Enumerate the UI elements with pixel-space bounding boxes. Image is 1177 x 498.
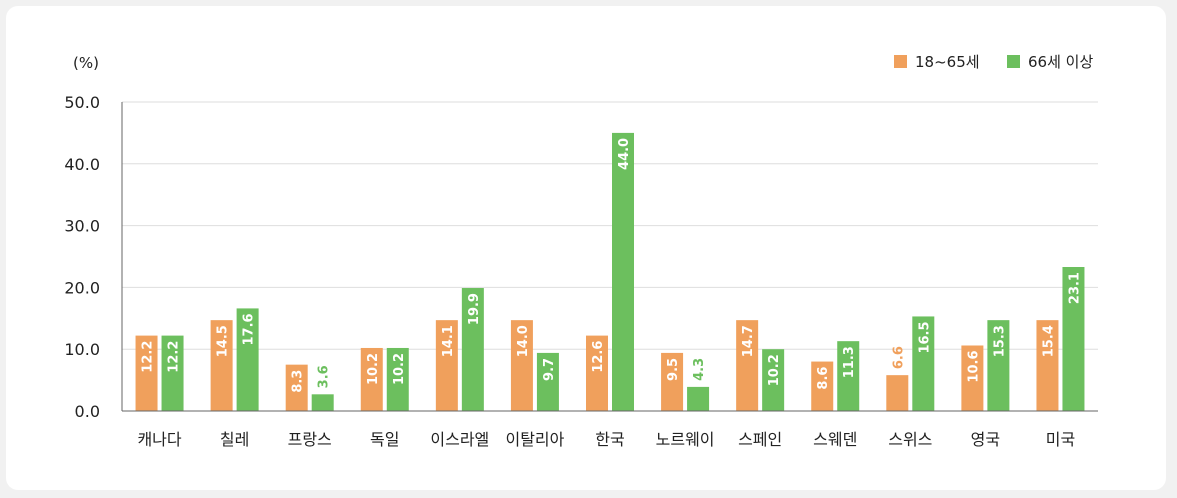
bar-66-plus (762, 349, 785, 411)
legend-swatch-18-65 (894, 55, 907, 68)
bar-66-plus (837, 341, 860, 411)
bar-18-65 (210, 320, 233, 411)
data-label: 12.6 (591, 341, 606, 373)
y-tick-label: 0.0 (75, 402, 100, 421)
data-label: 8.3 (291, 370, 306, 393)
bars: 12.2 12.2 14.5 17.6 8.3 3.6 10.2 10.2 14.1 19.9 14… (135, 132, 1085, 411)
bar-18-65 (285, 364, 308, 411)
data-label: 16.5 (917, 321, 932, 353)
x-tick-label: 프랑스 (288, 430, 332, 449)
data-label: 14.5 (216, 325, 231, 357)
y-tick-label: 50.0 (64, 93, 100, 112)
data-label: 19.9 (467, 293, 482, 325)
y-tick-label: 20.0 (64, 278, 100, 297)
x-tick-label: 스위스 (888, 430, 932, 449)
x-tick-label: 미국 (1046, 430, 1075, 449)
bar-18-65 (961, 345, 984, 411)
bar-66-plus (536, 352, 559, 411)
data-label: 12.2 (167, 341, 182, 373)
data-label: 44.0 (617, 138, 632, 170)
x-tick-label: 캐나다 (137, 430, 181, 449)
legend-swatch-66-plus (1007, 55, 1020, 68)
data-label: 23.1 (1067, 272, 1082, 304)
data-label: 10.6 (966, 350, 981, 382)
data-label: 10.2 (392, 353, 407, 385)
bar-18-65 (586, 335, 608, 411)
bar-18-65 (1036, 320, 1059, 411)
data-label: 11.3 (842, 346, 857, 378)
bar-66-plus (161, 335, 184, 411)
bar-66-plus (1062, 267, 1085, 411)
x-tick-label: 한국 (595, 430, 624, 449)
legend-label-66-plus: 66세 이상 (1028, 53, 1093, 71)
bar-18-65 (736, 320, 759, 411)
bar-66-plus (461, 288, 484, 411)
data-label: 15.4 (1041, 325, 1056, 357)
x-tick-label: 스페인 (738, 430, 782, 449)
y-axis-ticks: 0.0 10.0 20.0 30.0 40.0 50.0 (64, 93, 100, 421)
bar-66-plus (912, 316, 935, 411)
x-tick-label: 스웨덴 (813, 430, 857, 449)
x-tick-label: 영국 (971, 430, 1000, 449)
y-axis-unit-label: (%) (73, 54, 99, 72)
data-label: 10.2 (767, 354, 782, 386)
data-label: 14.7 (741, 325, 756, 357)
x-tick-label: 칠레 (220, 430, 249, 449)
data-label: 9.5 (666, 358, 681, 381)
x-tick-label: 이스라엘 (430, 430, 489, 449)
y-tick-label: 40.0 (64, 155, 100, 174)
x-axis-ticks: 캐나다 칠레 프랑스 독일 이스라엘 이탈리아 한국 노르웨이 스페인 스웨덴 스위스 영국 미국 (137, 430, 1075, 449)
y-tick-label: 10.0 (64, 340, 100, 359)
data-label: 4.3 (692, 358, 707, 381)
bar-18-65 (811, 361, 834, 411)
data-label: 3.6 (317, 365, 332, 388)
legend-label-18-65: 18~65세 (915, 53, 980, 71)
data-label: 9.7 (542, 358, 557, 381)
y-tick-label: 30.0 (64, 217, 100, 236)
bar-18-65 (661, 352, 684, 411)
x-tick-label: 독일 (370, 430, 399, 449)
data-label: 8.6 (816, 367, 831, 390)
bar-18-65 (435, 320, 458, 411)
bar-66-plus (687, 386, 710, 411)
data-label: 15.3 (992, 325, 1007, 357)
data-label: 6.6 (891, 346, 906, 369)
legend: 18~65세 66세 이상 (894, 53, 1093, 71)
bar-18-65 (360, 347, 383, 411)
bar-18-65 (886, 375, 909, 411)
data-label: 14.0 (516, 325, 531, 357)
data-label: 10.2 (366, 353, 381, 385)
bar-66-plus (236, 308, 259, 411)
data-label: 12.2 (141, 341, 156, 373)
bar-66-plus (311, 394, 334, 411)
gridlines (122, 101, 1098, 350)
data-label: 14.1 (441, 325, 456, 357)
bar-18-65 (135, 335, 158, 411)
x-tick-label: 이탈리아 (505, 430, 564, 449)
bar-66-plus (987, 320, 1010, 411)
bar-66-plus (386, 347, 409, 411)
bar-66-plus (612, 132, 634, 411)
bar-18-65 (510, 320, 533, 411)
x-tick-label: 노르웨이 (656, 430, 715, 449)
data-label: 17.6 (242, 313, 257, 345)
